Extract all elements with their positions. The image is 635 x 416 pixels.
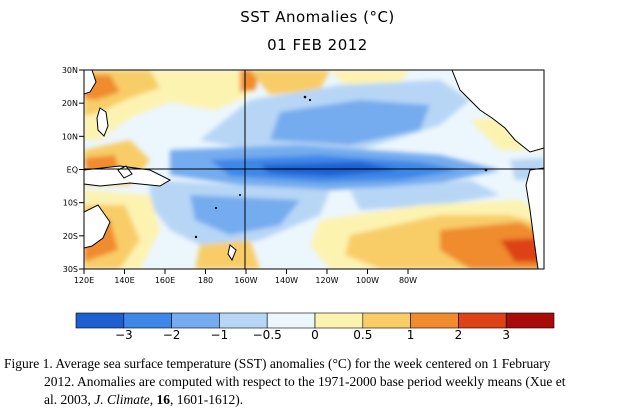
map-title: SST Anomalies (°C) [240,8,395,26]
caption-text: , 1601-1612). [170,392,244,407]
legend-label: −0.5 [253,328,282,342]
lon-tick-label: 140W [275,276,298,285]
lon-tick-label: 160E [155,276,175,285]
lon-tick-label: 120E [74,276,94,285]
legend-swatch [314,312,364,329]
legend-swatch [171,312,220,329]
legend-swatch [266,312,316,329]
caption-line-2: 2012. Anomalies are computed with respec… [44,374,566,389]
caption-line-3: al. 2003, J. Climate, 16, 1601-1612). [4,391,629,409]
lat-tick-label: 20S [63,232,78,241]
legend-label: 1 [407,328,415,342]
legend-swatch [505,312,555,329]
legend-label: 0.5 [353,328,372,342]
lon-tick-label: 120W [315,276,338,285]
lat-tick-label: 10S [63,199,78,208]
lat-tick-label: EQ [67,166,78,175]
legend-swatch [362,312,411,329]
legend-swatch [123,312,172,329]
lon-tick-label: 160W [234,276,257,285]
legend-label: −3 [115,328,133,342]
volume-number: 16 [156,392,171,407]
figure-caption: Figure 1. Average sea surface temperatur… [4,355,629,409]
legend-swatch [410,312,459,329]
lat-tick-label: 10N [62,132,78,141]
caption-text: al. 2003, [44,392,95,407]
land-masses [84,70,544,269]
map-date: 01 FEB 2012 [267,36,368,54]
anomaly-field [84,70,544,269]
caption-line-1: Figure 1. Average sea surface temperatur… [4,356,551,371]
sst-anomaly-map: 30N 20N 10N EQ 10S 20S 30S 120E 140E 160E 180 160W… [62,66,555,342]
legend-swatch [219,312,268,329]
color-legend [75,312,555,329]
lon-tick-label: 180 [198,276,213,285]
legend-label: −2 [163,328,181,342]
legend-label: 3 [502,328,510,342]
legend-swatch [458,312,507,329]
caption-text: , [149,392,157,407]
legend-label: 0 [311,328,319,342]
legend-swatch [75,312,125,329]
lat-tick-label: 30S [63,265,78,274]
lat-tick-label: 20N [62,99,78,108]
lon-tick-label: 140E [114,276,134,285]
lon-tick-label: 80W [399,276,417,285]
legend-label: −1 [211,328,229,342]
islands [194,95,488,239]
journal-name: J. Climate [94,392,150,407]
lat-tick-label: 30N [62,66,78,75]
lon-tick-label: 100W [356,276,379,285]
legend-label: 2 [455,328,463,342]
